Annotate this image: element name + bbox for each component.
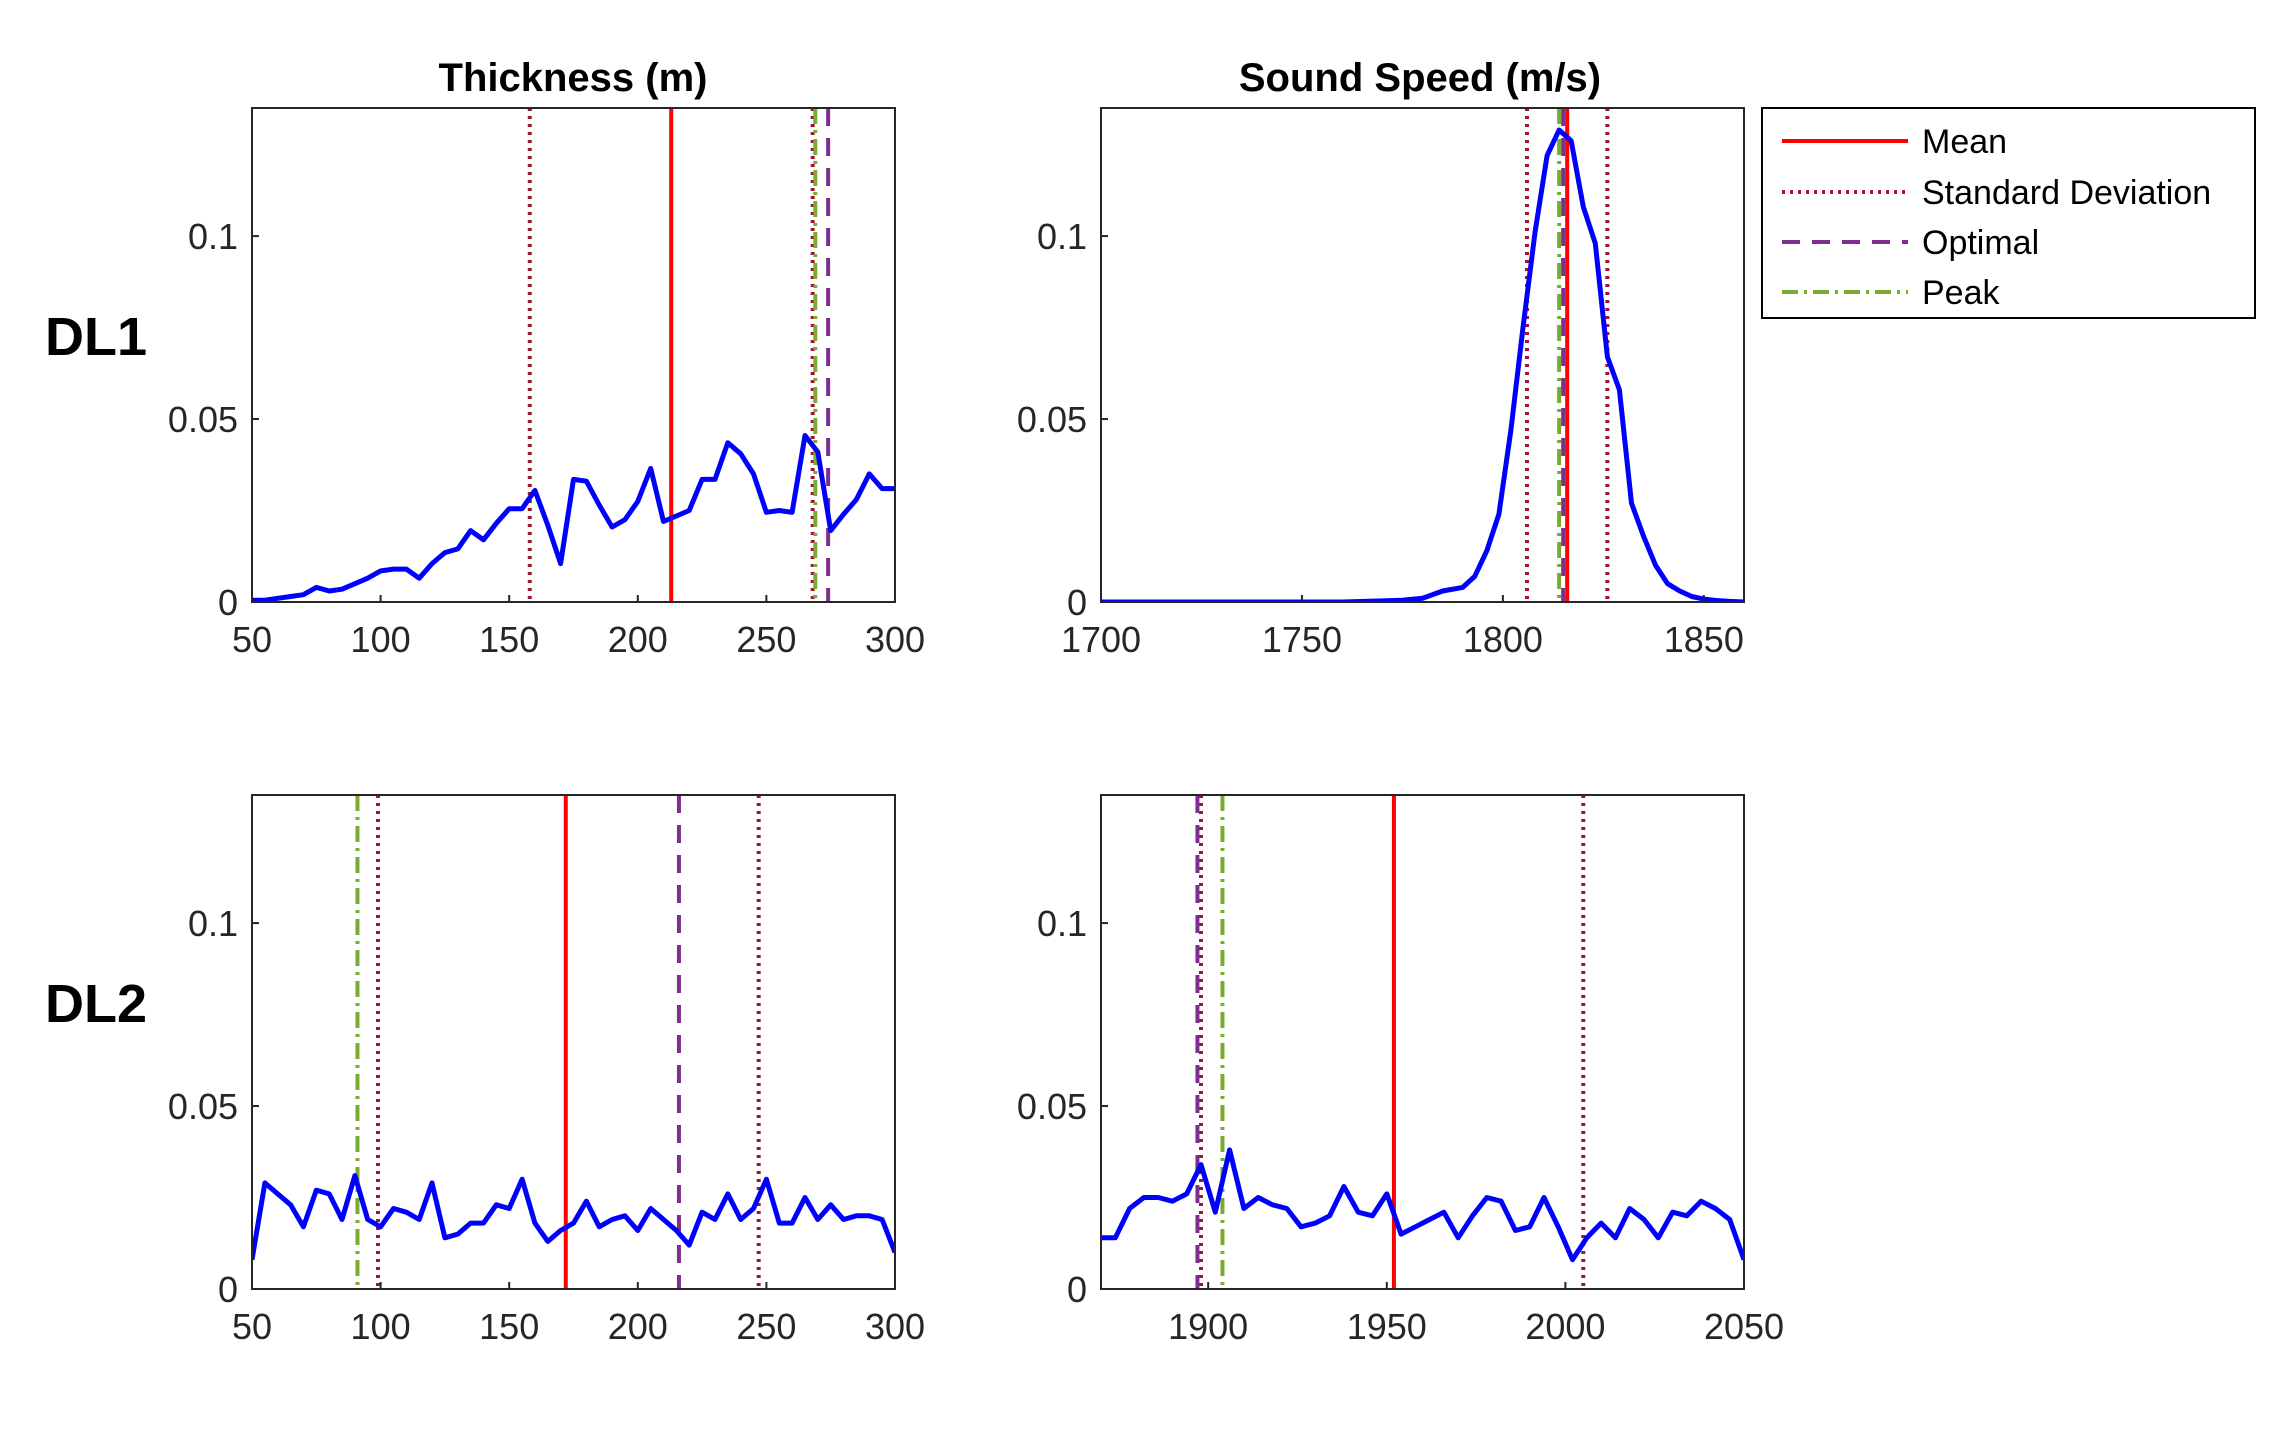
x-tick-label: 300 — [865, 619, 925, 660]
column-title-thickness: Thickness (m) — [439, 56, 708, 100]
probability-curve — [1101, 127, 1744, 602]
probability-curve — [1101, 1147, 1744, 1263]
plot-area — [252, 108, 895, 602]
axes-box — [1100, 107, 1745, 603]
x-tick-label: 1900 — [1168, 1306, 1248, 1347]
x-tick-label: 50 — [232, 619, 272, 660]
y-tick-label: 0.05 — [168, 399, 238, 440]
legend-label-mean: Mean — [1922, 123, 2007, 161]
x-tick-label: 1800 — [1463, 619, 1543, 660]
plot-area — [1101, 108, 1744, 602]
row-label-dl1: DL1 — [45, 307, 147, 367]
plot-content — [1101, 795, 1744, 1289]
y-tick-label: 0.05 — [168, 1086, 238, 1127]
y-tick-label: 0.1 — [188, 903, 238, 944]
x-tick-label: 50 — [232, 1306, 272, 1347]
column-title-sound-speed: Sound Speed (m/s) — [1239, 56, 1601, 100]
x-tick-label: 150 — [479, 619, 539, 660]
plot-content — [252, 108, 895, 602]
legend: Mean Standard Deviation Optimal Peak — [1761, 107, 2256, 319]
legend-label-peak: Peak — [1922, 274, 2000, 312]
y-tick-label: 0.1 — [1037, 216, 1087, 257]
x-tick-label: 1950 — [1347, 1306, 1427, 1347]
plot-content — [252, 795, 895, 1289]
x-tick-label: 2000 — [1525, 1306, 1605, 1347]
axes-box — [1100, 794, 1745, 1290]
x-tick-label: 150 — [479, 1306, 539, 1347]
plot-area — [1101, 795, 1744, 1289]
x-tick-label: 200 — [608, 1306, 668, 1347]
panel-dl1-sound-speed: 1700 1750 1800 1850 0 0.05 0.1 — [1017, 107, 1745, 660]
y-tick-label: 0 — [218, 1269, 238, 1310]
x-tick-label: 100 — [351, 619, 411, 660]
y-tick-label: 0.1 — [188, 216, 238, 257]
axes-box — [251, 107, 896, 603]
x-tick-label: 1750 — [1262, 619, 1342, 660]
y-tick-label: 0 — [218, 582, 238, 623]
axes-box — [251, 794, 896, 1290]
legend-label-std: Standard Deviation — [1922, 174, 2211, 212]
legend-label-optimal: Optimal — [1922, 224, 2039, 262]
y-tick-label: 0 — [1067, 1269, 1087, 1310]
panel-dl2-thickness: 50 100 150 200 250 300 0 0.05 0.1 — [168, 794, 925, 1347]
x-tick-label: 1850 — [1664, 619, 1744, 660]
x-tick-label: 100 — [351, 1306, 411, 1347]
x-tick-label: 300 — [865, 1306, 925, 1347]
row-label-dl2: DL2 — [45, 974, 147, 1034]
plot-content — [1101, 108, 1744, 602]
y-tick-label: 0.1 — [1037, 903, 1087, 944]
probability-curve — [252, 1173, 895, 1261]
x-tick-label: 250 — [736, 619, 796, 660]
y-tick-label: 0 — [1067, 582, 1087, 623]
y-tick-label: 0.05 — [1017, 399, 1087, 440]
x-tick-label: 250 — [736, 1306, 796, 1347]
y-tick-label: 0.05 — [1017, 1086, 1087, 1127]
x-tick-label: 1700 — [1061, 619, 1141, 660]
panel-dl1-thickness: 50 100 150 200 250 300 0 0.05 0.1 — [168, 107, 925, 660]
probability-curve — [252, 433, 895, 602]
panel-dl2-sound-speed: 1900 1950 2000 2050 0 0.05 0.1 — [1017, 794, 1784, 1347]
x-tick-label: 200 — [608, 619, 668, 660]
x-tick-label: 2050 — [1704, 1306, 1784, 1347]
